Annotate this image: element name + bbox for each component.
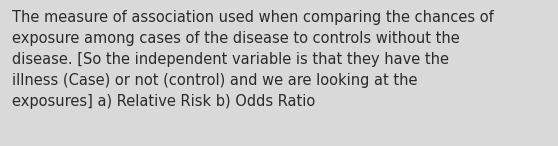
- Text: The measure of association used when comparing the chances of
exposure among cas: The measure of association used when com…: [12, 10, 494, 109]
